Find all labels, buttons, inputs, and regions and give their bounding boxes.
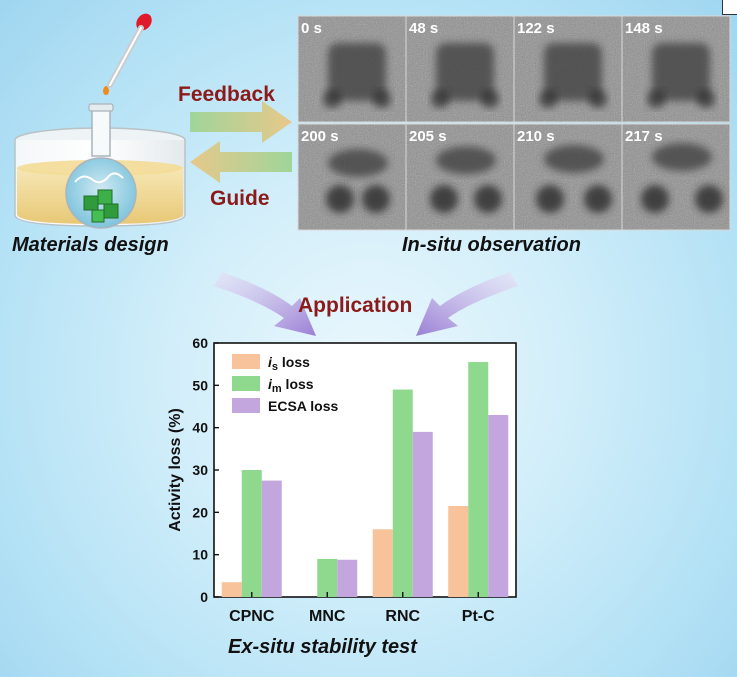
y-tick-label: 20 bbox=[192, 504, 208, 520]
tem-frame: 200 s bbox=[297, 123, 407, 231]
application-arrow-left bbox=[214, 272, 316, 336]
bar bbox=[412, 431, 433, 597]
bar bbox=[241, 470, 262, 597]
bar bbox=[448, 505, 469, 597]
legend-swatch bbox=[232, 398, 260, 413]
tem-frame: 148 s bbox=[621, 15, 731, 123]
in-situ-observation-label: In-situ observation bbox=[402, 234, 581, 256]
tem-frame: 217 s bbox=[621, 123, 731, 231]
materials-design-illustration bbox=[14, 13, 186, 229]
tem-frame: 210 s bbox=[513, 123, 623, 231]
x-tick-label: MNC bbox=[309, 608, 346, 625]
frame-time-label: 48 s bbox=[409, 20, 438, 37]
bar bbox=[392, 389, 413, 597]
y-tick-label: 10 bbox=[192, 547, 208, 563]
tem-frame: 122 s bbox=[513, 15, 623, 123]
guide-label: Guide bbox=[210, 187, 270, 210]
legend-swatch bbox=[232, 354, 260, 369]
bar bbox=[372, 529, 393, 597]
frame-time-label: 217 s bbox=[625, 128, 663, 145]
y-axis-label: Activity loss (%) bbox=[167, 408, 184, 532]
frame-time-label: 148 s bbox=[625, 20, 663, 37]
frame-time-label: 0 s bbox=[301, 20, 322, 37]
legend-label: ECSA loss bbox=[268, 398, 338, 414]
x-tick-label: RNC bbox=[385, 608, 420, 625]
frame-time-label: 205 s bbox=[409, 128, 447, 145]
bar bbox=[337, 559, 358, 597]
legend: is loss im loss ECSA loss bbox=[232, 354, 338, 414]
flask-icon bbox=[65, 103, 137, 229]
bar bbox=[488, 414, 509, 597]
y-tick-label: 60 bbox=[192, 335, 208, 351]
dropper-icon bbox=[103, 13, 152, 95]
bar bbox=[221, 582, 242, 597]
frame-time-label: 210 s bbox=[517, 128, 555, 145]
ex-situ-stability-test-label: Ex-situ stability test bbox=[228, 636, 418, 658]
y-tick-label: 0 bbox=[200, 589, 208, 605]
y-tick-label: 50 bbox=[192, 377, 208, 393]
tem-frame: 205 s bbox=[405, 123, 515, 231]
tem-frame-grid: 0 s 48 s 122 s 148 s 200 s 205 s 210 s 217 s bbox=[297, 15, 731, 231]
y-tick-label: 30 bbox=[192, 462, 208, 478]
feedback-arrow bbox=[190, 101, 292, 143]
x-tick-label: CPNC bbox=[229, 608, 275, 625]
y-tick-label: 40 bbox=[192, 420, 208, 436]
application-arrow-right bbox=[416, 272, 518, 336]
feedback-label: Feedback bbox=[178, 83, 275, 106]
legend-label: is loss bbox=[268, 354, 310, 373]
legend-swatch bbox=[232, 376, 260, 391]
legend-label: im loss bbox=[268, 376, 314, 395]
activity-loss-bar-chart: 0 10 20 30 40 50 60 Activity loss (%) CPNC MNC RNC… bbox=[167, 335, 517, 625]
bar bbox=[261, 480, 282, 597]
bar bbox=[317, 558, 338, 597]
materials-design-label: Materials design bbox=[12, 234, 169, 256]
guide-arrow bbox=[190, 141, 292, 183]
tem-frame: 48 s bbox=[405, 15, 515, 123]
frame-time-label: 200 s bbox=[301, 128, 339, 145]
x-tick-label: Pt-C bbox=[462, 608, 495, 625]
bar bbox=[468, 362, 489, 597]
tem-frame: 0 s bbox=[297, 15, 407, 123]
frame-time-label: 122 s bbox=[517, 20, 555, 37]
corner-mark bbox=[722, 0, 737, 15]
application-label: Application bbox=[298, 294, 412, 317]
